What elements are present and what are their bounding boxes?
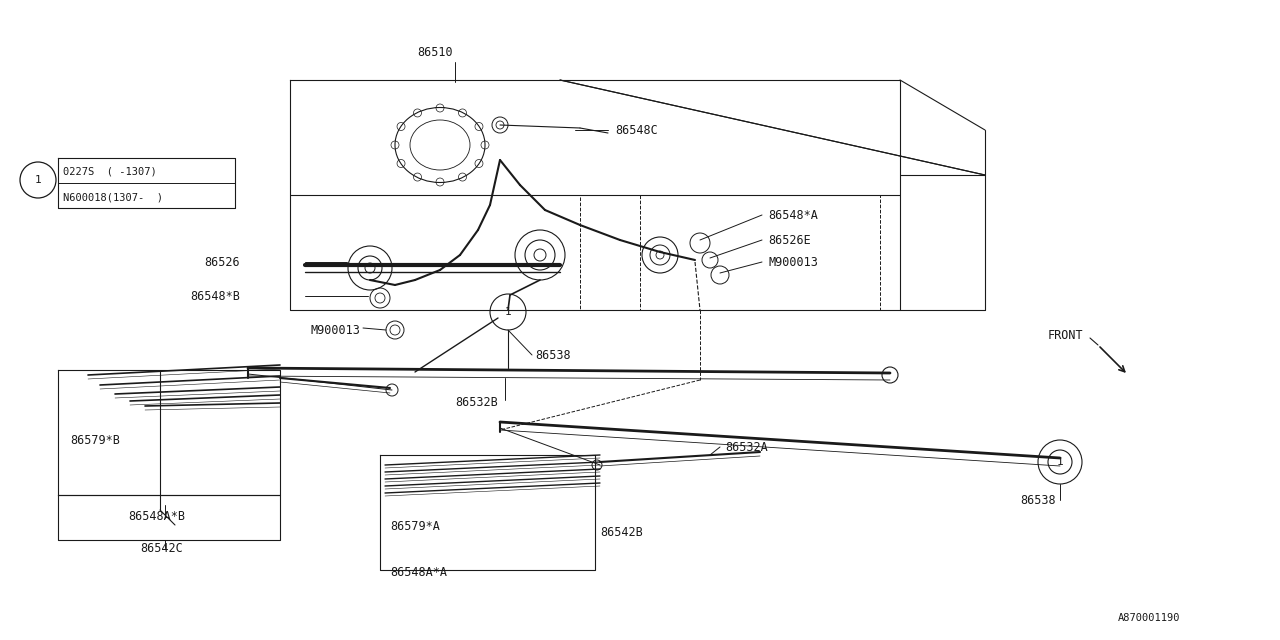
Text: M900013: M900013	[310, 323, 360, 337]
Text: 1: 1	[504, 307, 512, 317]
Text: 86548A*B: 86548A*B	[128, 509, 186, 522]
Text: 86548C: 86548C	[614, 124, 658, 136]
Text: FRONT: FRONT	[1048, 328, 1084, 342]
Text: M900013: M900013	[768, 255, 818, 269]
Text: 86579*B: 86579*B	[70, 433, 120, 447]
Text: 1: 1	[1056, 457, 1064, 467]
Text: 86548A*A: 86548A*A	[390, 566, 447, 579]
Text: 86532B: 86532B	[454, 396, 498, 408]
Text: 86548*A: 86548*A	[768, 209, 818, 221]
Text: 86510: 86510	[417, 45, 453, 58]
Text: 86532A: 86532A	[724, 440, 768, 454]
Text: 86538: 86538	[1020, 493, 1056, 506]
Text: 86526E: 86526E	[768, 234, 810, 246]
Text: N600018(1307-  ): N600018(1307- )	[63, 192, 163, 202]
Text: 86579*A: 86579*A	[390, 520, 440, 534]
Text: 86548*B: 86548*B	[191, 289, 241, 303]
Text: 1: 1	[35, 175, 41, 185]
Text: 86526: 86526	[205, 255, 241, 269]
Text: 86542B: 86542B	[600, 525, 643, 538]
Text: A870001190: A870001190	[1117, 613, 1180, 623]
Text: 86538: 86538	[535, 349, 571, 362]
Text: 86542C: 86542C	[140, 541, 183, 554]
Text: 0227S  ( -1307): 0227S ( -1307)	[63, 166, 156, 176]
